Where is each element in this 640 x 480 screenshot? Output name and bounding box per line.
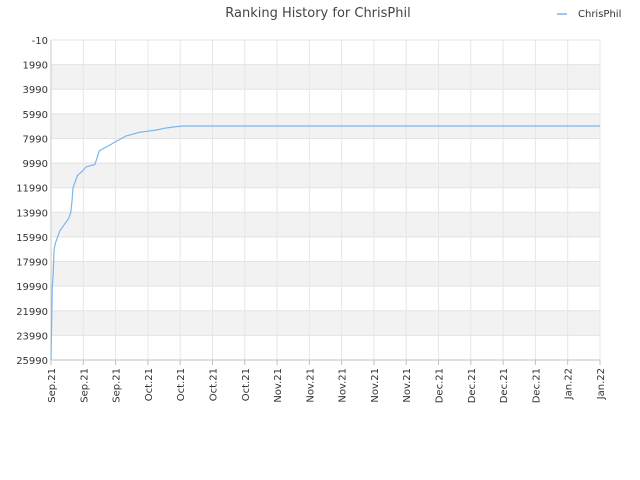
x-tick-label: Jan.22	[596, 368, 607, 400]
y-tick-label: 7990	[23, 134, 48, 145]
plot-band	[51, 163, 600, 188]
x-tick-label: Oct.21	[241, 368, 252, 401]
y-tick-label: 17990	[16, 258, 48, 269]
plot-band	[51, 310, 600, 336]
x-tick-label: Oct.21	[208, 368, 219, 401]
x-tick-label: Nov.21	[402, 368, 413, 403]
plot-bands	[51, 64, 600, 336]
x-tick-label: Nov.21	[305, 368, 316, 403]
y-tick-label: 13990	[16, 208, 48, 219]
series-layer	[50, 125, 600, 361]
y-tick-label: 9990	[23, 159, 48, 170]
x-tick-label: Nov.21	[370, 368, 381, 403]
y-tick-label: 15990	[16, 233, 48, 244]
x-tick-label: Oct.21	[176, 368, 187, 401]
x-tick-label: Sep.21	[112, 368, 123, 403]
y-tick-label: 19990	[16, 282, 48, 293]
x-tick-label: Nov.21	[338, 368, 349, 403]
x-tick-label: Sep.21	[47, 368, 58, 403]
y-tick-label: 3990	[23, 85, 48, 96]
y-tick-label: 5990	[23, 110, 48, 121]
legend[interactable]: ChrisPhil	[557, 9, 621, 20]
x-tick-label: Dec.21	[435, 368, 446, 403]
x-tick-label: Oct.21	[144, 368, 155, 401]
plot-band	[51, 261, 600, 287]
x-tick-label: Nov.21	[273, 368, 284, 403]
y-tick-label: 25990	[16, 356, 48, 367]
series-line-chrisphil	[50, 125, 600, 361]
y-axis: -10 1990 3990 5990 7990 9990 11990 13990 15990 17…	[16, 36, 52, 367]
chart-title: Ranking History for ChrisPhil	[225, 6, 410, 21]
x-tick-label: Dec.21	[467, 368, 478, 403]
plot-band	[51, 64, 600, 90]
y-tick-label: 23990	[16, 331, 48, 342]
x-tick-label: Dec.21	[499, 368, 510, 403]
y-tick-label: -10	[32, 36, 48, 47]
y-tick-label: 11990	[16, 184, 48, 195]
x-tick-label: Sep.21	[79, 368, 90, 403]
x-tick-label: Dec.21	[531, 368, 542, 403]
legend-label-chrisphil: ChrisPhil	[578, 9, 621, 20]
y-tick-label: 1990	[23, 61, 48, 72]
plot-band	[51, 212, 600, 237]
x-tick-label: Jan.22	[564, 368, 575, 400]
x-axis: Sep.21 Sep.21 Sep.21 Oct.21 Oct.21 Oct.21 Oct.…	[47, 359, 607, 403]
y-tick-label: 21990	[16, 307, 48, 318]
